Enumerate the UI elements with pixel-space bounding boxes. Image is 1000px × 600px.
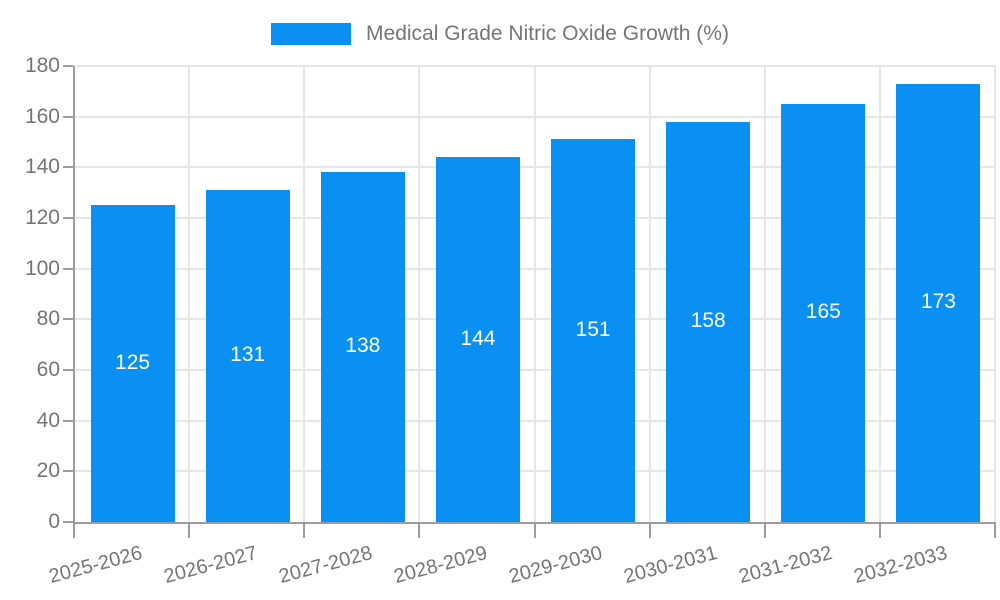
bar (435, 157, 520, 522)
y-axis-tick (63, 369, 73, 371)
bar-value-label: 173 (920, 289, 956, 313)
x-axis-tick (303, 524, 306, 538)
y-tick-label: 120 (24, 206, 60, 229)
gridline-v (303, 66, 306, 522)
bar (896, 83, 981, 522)
gridline-v (878, 66, 881, 522)
bar-value-label: 131 (230, 343, 266, 367)
gridline-v (418, 66, 421, 522)
gridline-h (75, 217, 996, 219)
gridline-v (188, 66, 191, 522)
y-axis-tick (63, 419, 73, 422)
x-axis-tick (73, 524, 75, 538)
y-tick-label: 140 (24, 155, 60, 179)
bar (781, 104, 866, 522)
plot-area: 125 131 138 144 151 158 165 173 (63, 65, 996, 538)
y-axis-tick (63, 217, 73, 219)
chart-legend: Medical Grade Nitric Oxide Growth (%) (0, 22, 1000, 46)
legend-label: Medical Grade Nitric Oxide Growth (%) (366, 22, 729, 45)
y-tick-label: 160 (24, 104, 60, 128)
x-axis-tick (994, 524, 996, 538)
y-axis-tick (63, 318, 73, 321)
gridline-v (648, 66, 651, 522)
gridline-h (75, 470, 996, 473)
bar (205, 190, 290, 522)
x-axis-tick (418, 524, 421, 538)
y-axis-tick (63, 267, 73, 270)
gridline-h (75, 369, 996, 371)
x-axis-tick (763, 524, 766, 538)
bar (551, 139, 636, 522)
y-tick-label: 60 (36, 358, 60, 381)
gridline-v (763, 66, 766, 522)
y-axis-tick (63, 166, 73, 169)
gridline-v (533, 66, 536, 522)
bar-value-label: 158 (690, 308, 726, 332)
y-tick-label: 80 (36, 307, 60, 331)
y-tick-label: 180 (24, 54, 60, 77)
bar-value-label: 165 (805, 300, 841, 323)
gridline-h (75, 267, 996, 270)
bar-value-label: 144 (460, 326, 496, 350)
y-tick-label: 40 (36, 408, 60, 432)
gridline-h (75, 318, 996, 321)
x-axis-tick (648, 524, 651, 538)
y-axis-tick (63, 521, 73, 523)
gridline-v (994, 66, 996, 522)
bar (320, 172, 405, 522)
bar-value-label: 138 (345, 334, 381, 358)
y-tick-label: 0 (48, 510, 60, 533)
y-tick-label: 100 (24, 256, 60, 280)
y-axis-tick (63, 470, 73, 473)
y-axis-tick (63, 115, 73, 118)
x-axis-tick (188, 524, 191, 538)
bar (666, 121, 751, 522)
gridline-h (75, 166, 996, 169)
y-axis-tick (63, 65, 73, 67)
bar-value-label: 125 (115, 350, 151, 374)
gridline-h (75, 115, 996, 118)
y-tick-label: 20 (36, 459, 60, 483)
bar-value-label: 151 (575, 317, 611, 341)
x-axis-tick (533, 524, 536, 538)
gridline-h (75, 419, 996, 422)
gridline-h (75, 65, 996, 67)
bar (90, 205, 175, 522)
legend-swatch (271, 23, 352, 45)
x-axis-tick (878, 524, 881, 538)
